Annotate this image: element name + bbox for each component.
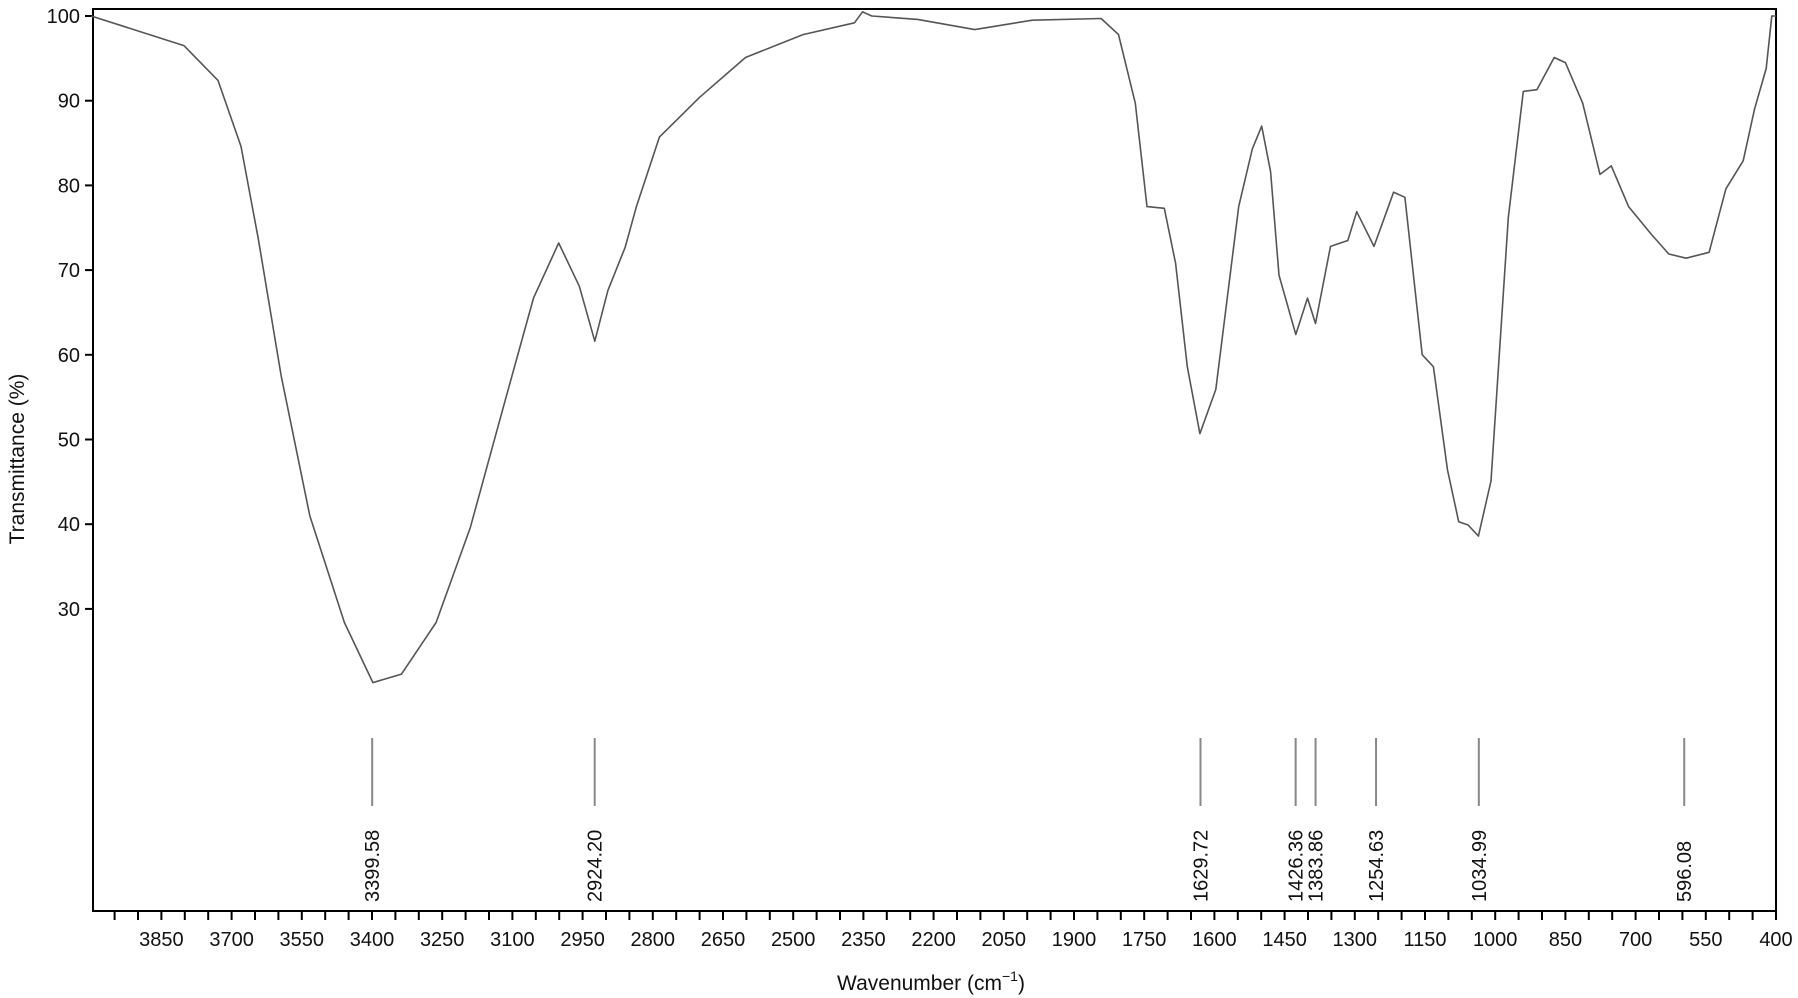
x-tick-label: 1900 (1052, 929, 1097, 951)
y-tick-label: 90 (58, 91, 80, 113)
x-tick-label: 400 (1759, 929, 1792, 951)
peak-label: 1254.63 (1366, 830, 1388, 902)
y-tick-label: 60 (58, 345, 80, 367)
peak-label: 1383.86 (1306, 830, 1328, 902)
x-tick-label: 850 (1549, 929, 1582, 951)
y-tick-label: 40 (58, 514, 80, 536)
x-tick-label: 3400 (350, 929, 395, 951)
x-tick-label: 2950 (560, 929, 605, 951)
y-tick-label: 100 (47, 6, 80, 28)
peak-label: 1034.99 (1469, 830, 1491, 902)
x-tick-label: 1300 (1333, 929, 1378, 951)
spectrum-line (90, 11, 1776, 684)
x-tick-label: 2350 (841, 929, 886, 951)
x-axis-title-main: Wavenumber (cm (837, 972, 1002, 995)
y-axis-title: Transmittance (%) (6, 374, 29, 545)
x-tick-label: 1000 (1473, 929, 1518, 951)
x-axis-title-close: ) (1018, 972, 1025, 995)
x-tick-label: 1750 (1122, 929, 1167, 951)
x-axis-title: Wavenumber (cm−1) (837, 968, 1025, 995)
x-tick-label: 2800 (631, 929, 676, 951)
peak-label: 3399.58 (362, 830, 384, 902)
x-tick-label: 550 (1689, 929, 1722, 951)
y-tick-label: 80 (58, 175, 80, 197)
peak-label: 1426.36 (1286, 830, 1308, 902)
x-tick-label: 3850 (139, 929, 184, 951)
x-axis: 3850 3700 3550 3400 3250 3100 2950 2800 2650 2500… (113, 911, 1793, 951)
plot-frame (92, 8, 1777, 912)
peak-label: 2924.20 (585, 830, 607, 902)
y-tick-label: 70 (58, 260, 80, 282)
x-tick-label: 1450 (1262, 929, 1307, 951)
peak-label: 596.08 (1674, 841, 1696, 902)
x-tick-label: 3100 (490, 929, 535, 951)
y-axis: 30 40 50 60 70 80 90 100 (47, 6, 93, 621)
x-tick-label: 2500 (771, 929, 816, 951)
x-tick-label: 2200 (911, 929, 956, 951)
x-tick-label: 1150 (1403, 929, 1446, 951)
x-tick-label: 2650 (701, 929, 746, 951)
x-tick-label: 1600 (1192, 929, 1237, 951)
x-tick-label: 2050 (982, 929, 1027, 951)
y-tick-label: 50 (58, 430, 80, 452)
x-axis-title-sup: −1 (1002, 968, 1018, 984)
x-tick-label: 700 (1619, 929, 1652, 951)
x-tick-label: 3550 (280, 929, 325, 951)
x-tick-label: 3250 (420, 929, 465, 951)
x-tick-label: 3700 (209, 929, 254, 951)
peak-label: 1629.72 (1190, 830, 1212, 902)
y-tick-label: 30 (58, 599, 80, 621)
